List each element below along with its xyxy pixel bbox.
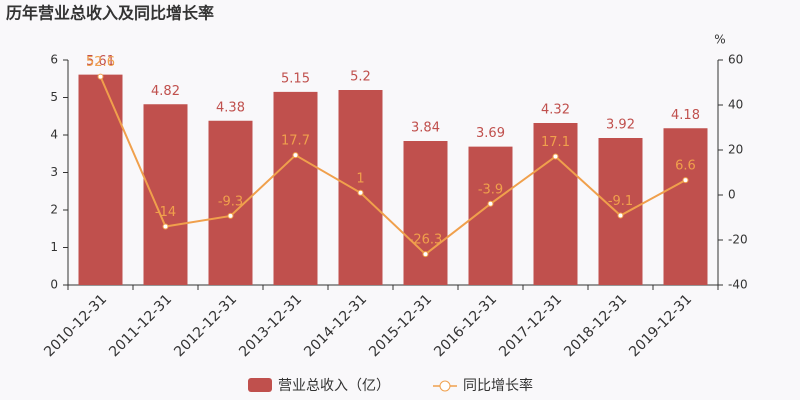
bar-label: 5.15 [281,71,310,86]
bar-label: 4.32 [541,103,570,118]
line-point [422,251,429,258]
bar-label: 3.84 [411,121,440,136]
legend-label: 同比增长率 [463,377,533,394]
line-point [552,153,559,160]
bar [663,128,708,285]
line-label: 52.6 [86,55,115,70]
y2-tick-label: 40 [728,98,743,112]
x-tick-label: 2014-12-31 [301,291,370,360]
bar [598,138,643,285]
bar [78,74,123,285]
bar-label: 4.18 [671,108,700,123]
y-tick-label: 4 [50,128,58,142]
line-point [292,152,299,159]
bar-label: 5.61 [86,54,115,69]
chart-title: 历年营业总收入及同比增长率 [6,4,214,23]
bar [143,104,188,285]
bar [533,123,578,285]
x-tick-label: 2010-12-31 [41,291,110,360]
y-tick-label: 1 [50,240,58,254]
y2-tick-label: -40 [728,278,748,292]
line-label: 17.7 [281,134,310,149]
line-label: 17.1 [541,135,570,150]
x-tick-label: 2017-12-31 [496,291,565,360]
y-tick-label: 0 [50,278,58,292]
bar-label: 4.82 [151,84,180,99]
legend-swatch [439,380,451,392]
line-label: 6.6 [675,159,696,174]
x-tick-label: 2018-12-31 [561,291,630,360]
line-point [227,212,234,219]
line-label: -14 [155,205,176,220]
x-tick-label: 2016-12-31 [431,291,500,360]
x-tick-label: 2012-12-31 [171,291,240,360]
line-point [487,200,494,207]
y2-axis-label: % [714,33,725,47]
bar [403,141,448,285]
x-tick-label: 2019-12-31 [626,291,695,360]
y-tick-label: 5 [50,90,58,104]
line-point [617,212,624,219]
x-tick-label: 2015-12-31 [366,291,435,360]
line [99,76,686,256]
y-tick-label: 3 [50,165,58,179]
line-point [97,73,104,80]
bar [273,91,318,285]
bar-label: 5.2 [350,70,371,85]
line-label: -26.3 [409,233,443,248]
bar-label: 3.69 [476,126,505,141]
bar-label: 3.92 [606,118,635,133]
line-point [357,189,364,196]
bar-label: 4.38 [216,100,245,115]
y-tick-label: 6 [50,53,58,67]
line-label: 1 [356,171,364,186]
y2-tick-label: -20 [728,233,748,247]
line-point [682,177,689,184]
y2-tick-label: 20 [728,143,743,157]
y-tick-label: 2 [50,203,58,217]
line-label: -9.3 [218,194,243,209]
x-tick-label: 2011-12-31 [106,291,175,360]
legend-label: 营业总收入（亿） [278,378,390,394]
y2-tick-label: 60 [728,53,743,67]
line-label: -9.1 [608,194,633,209]
legend-swatch [248,378,272,392]
line-label: -3.9 [478,182,503,197]
x-tick-label: 2013-12-31 [236,291,305,360]
y2-tick-label: 0 [728,188,736,202]
line-point [162,223,169,230]
bar [338,90,383,285]
